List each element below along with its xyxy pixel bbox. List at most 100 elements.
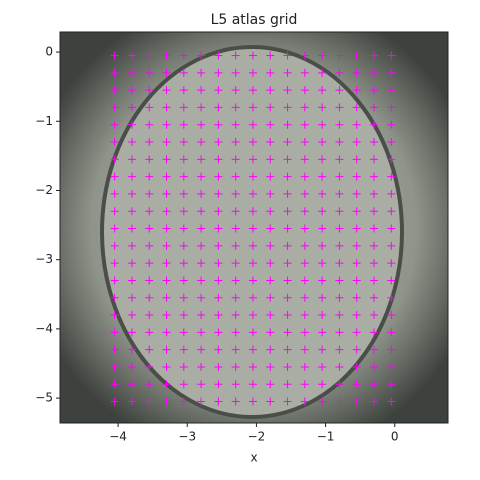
- grid-point: [318, 345, 327, 354]
- grid-point: [179, 138, 188, 147]
- grid-point: [352, 189, 361, 198]
- image-region: [100, 45, 404, 419]
- grid-point: [266, 86, 275, 95]
- grid-point: [266, 345, 275, 354]
- grid-point: [127, 138, 136, 147]
- grid-point: [352, 362, 361, 371]
- grid-point: [248, 86, 257, 95]
- grid-point: [352, 120, 361, 129]
- grid-point: [231, 172, 240, 181]
- grid-point: [179, 224, 188, 233]
- grid-point: [387, 86, 396, 95]
- grid-point: [283, 172, 292, 181]
- grid-point: [231, 120, 240, 129]
- grid-point: [300, 172, 309, 181]
- grid-point: [231, 362, 240, 371]
- grid-point: [110, 259, 119, 268]
- grid-point: [231, 328, 240, 337]
- y-tick-label: −5: [35, 391, 53, 405]
- grid-point: [231, 311, 240, 320]
- grid-point: [179, 103, 188, 112]
- grid-point: [248, 189, 257, 198]
- grid-point: [179, 293, 188, 302]
- grid-point: [352, 328, 361, 337]
- grid-point: [231, 51, 240, 60]
- grid-point: [110, 276, 119, 285]
- grid-point: [127, 259, 136, 268]
- grid-point: [369, 328, 378, 337]
- grid-point: [231, 224, 240, 233]
- grid-point: [369, 189, 378, 198]
- grid-point: [197, 103, 206, 112]
- grid-point: [283, 155, 292, 164]
- grid-point: [318, 172, 327, 181]
- grid-point: [369, 311, 378, 320]
- grid-point: [214, 276, 223, 285]
- grid-point: [283, 328, 292, 337]
- grid-point: [248, 276, 257, 285]
- grid-point: [162, 293, 171, 302]
- grid-point: [179, 380, 188, 389]
- grid-point: [335, 328, 344, 337]
- grid-point: [179, 189, 188, 198]
- grid-point: [110, 293, 119, 302]
- grid-point: [145, 51, 154, 60]
- grid-point: [300, 103, 309, 112]
- grid-point: [145, 259, 154, 268]
- grid-point: [352, 276, 361, 285]
- grid-point: [300, 51, 309, 60]
- grid-point: [110, 103, 119, 112]
- grid-point: [214, 362, 223, 371]
- grid-point: [387, 259, 396, 268]
- grid-point: [283, 103, 292, 112]
- grid-point: [127, 189, 136, 198]
- grid-point: [197, 311, 206, 320]
- grid-point: [369, 380, 378, 389]
- grid-point: [352, 51, 361, 60]
- grid-point: [110, 311, 119, 320]
- grid-point: [266, 224, 275, 233]
- grid-point: [283, 120, 292, 129]
- grid-point: [335, 362, 344, 371]
- grid-point: [283, 86, 292, 95]
- grid-point: [127, 172, 136, 181]
- grid-point: [387, 276, 396, 285]
- grid-point: [248, 345, 257, 354]
- grid-point: [369, 103, 378, 112]
- grid-point: [248, 155, 257, 164]
- x-axis-label: x: [250, 451, 257, 465]
- grid-point: [214, 120, 223, 129]
- grid-point: [197, 345, 206, 354]
- grid-point: [248, 311, 257, 320]
- grid-point: [283, 380, 292, 389]
- grid-point: [110, 345, 119, 354]
- grid-point: [318, 103, 327, 112]
- grid-point: [266, 380, 275, 389]
- grid-point: [162, 224, 171, 233]
- grid-point: [197, 397, 206, 406]
- grid-point: [127, 241, 136, 250]
- grid-point: [283, 362, 292, 371]
- grid-point: [266, 328, 275, 337]
- grid-point: [145, 380, 154, 389]
- grid-point: [162, 189, 171, 198]
- grid-point: [300, 138, 309, 147]
- grid-point: [335, 311, 344, 320]
- grid-point: [318, 207, 327, 216]
- grid-point: [369, 345, 378, 354]
- y-tick-label: −4: [35, 321, 53, 335]
- grid-point: [231, 207, 240, 216]
- grid-point: [369, 397, 378, 406]
- grid-point: [248, 380, 257, 389]
- grid-point: [179, 259, 188, 268]
- grid-point: [248, 241, 257, 250]
- grid-point: [214, 103, 223, 112]
- grid-point: [197, 189, 206, 198]
- grid-point: [283, 345, 292, 354]
- grid-point: [110, 241, 119, 250]
- grid-point: [248, 362, 257, 371]
- grid-point: [248, 172, 257, 181]
- grid-point: [300, 207, 309, 216]
- grid-point: [162, 172, 171, 181]
